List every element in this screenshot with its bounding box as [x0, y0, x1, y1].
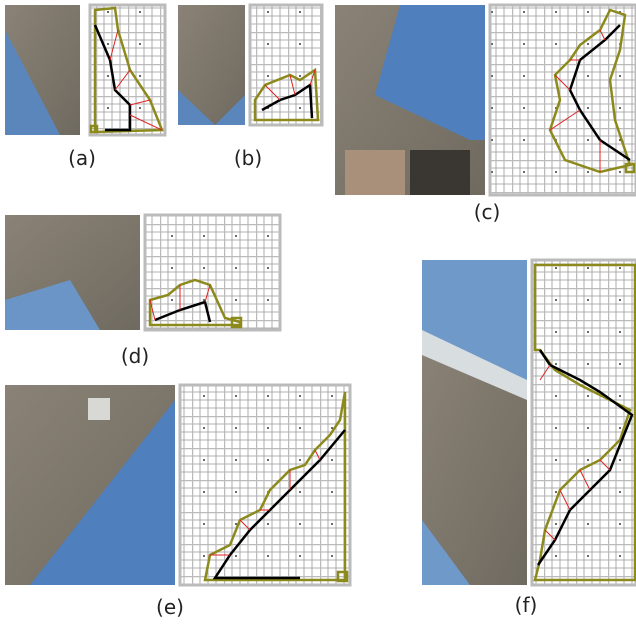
panel-a: (a) — [5, 5, 165, 170]
panel-label: (d) — [121, 344, 149, 368]
panel-b: (b) — [178, 5, 322, 170]
panel-d: (d) — [5, 215, 280, 368]
panel-f: (f) — [422, 260, 636, 617]
panel-label: (f) — [515, 593, 538, 617]
panel-label: (a) — [68, 146, 96, 170]
panel-e: (e) — [5, 385, 350, 619]
panel-label: (c) — [474, 200, 501, 224]
panel-label: (e) — [156, 595, 184, 619]
panel-label: (b) — [234, 146, 262, 170]
panel-c: (c) — [335, 5, 636, 224]
figure: (a) (b) (c) (d) — [0, 0, 636, 626]
